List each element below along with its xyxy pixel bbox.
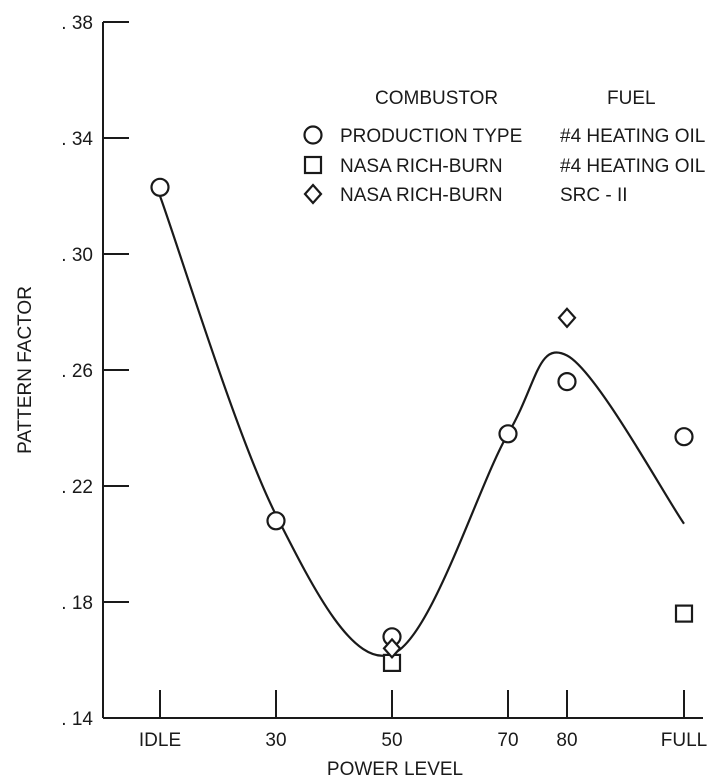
data-markers [150, 177, 694, 673]
y-tick-label: . 18 [61, 593, 93, 614]
square-data-point [674, 604, 694, 623]
x-tick-label: 70 [497, 730, 518, 751]
circle-data-point [557, 372, 577, 392]
legend-circle-marker [303, 125, 323, 145]
circle-data-point [150, 177, 170, 197]
x-axis-title: POWER LEVEL [327, 759, 463, 780]
y-tick-label: . 22 [61, 477, 93, 498]
y-tick-label: . 38 [61, 13, 93, 34]
legend-entry-1-fuel: #4 HEATING OIL [560, 126, 705, 147]
diamond-data-point [557, 307, 577, 329]
legend-header-combustor: COMBUSTOR [375, 88, 498, 109]
x-axis-ticks: IDLE 30 50 70 80 FULL [139, 690, 707, 751]
y-tick-label: . 26 [61, 361, 93, 382]
legend-entry-2-combustor: NASA RICH-BURN [340, 156, 503, 177]
legend-square-marker [303, 155, 323, 175]
x-tick-label: FULL [661, 730, 707, 751]
circle-data-point [498, 424, 518, 444]
legend-markers [303, 125, 323, 205]
legend-diamond-marker [303, 183, 323, 205]
legend-header-fuel: FUEL [607, 88, 656, 109]
legend-entry-3-fuel: SRC - II [560, 185, 628, 206]
legend-entry-1-combustor: PRODUCTION TYPE [340, 126, 522, 147]
legend-entry-2-fuel: #4 HEATING OIL [560, 156, 705, 177]
fit-curve [158, 195, 685, 657]
y-tick-label: . 14 [61, 709, 93, 730]
circle-data-point [674, 427, 694, 447]
legend: COMBUSTOR FUEL PRODUCTION TYPE #4 HEATIN… [303, 88, 705, 206]
diamond-data-point [382, 637, 402, 660]
x-tick-label: 30 [265, 730, 286, 751]
y-axis-title: PATTERN FACTOR [15, 286, 36, 454]
circle-data-point [266, 511, 286, 531]
y-axis-ticks: . 14 . 18 . 22 . 26 . 30 . 34 . 38 [61, 13, 129, 730]
x-tick-label: 80 [556, 730, 577, 751]
legend-entry-3-combustor: NASA RICH-BURN [340, 185, 503, 206]
x-tick-label: 50 [381, 730, 402, 751]
y-tick-label: . 30 [61, 245, 93, 266]
y-tick-label: . 34 [61, 129, 93, 150]
x-tick-label: IDLE [139, 730, 181, 751]
